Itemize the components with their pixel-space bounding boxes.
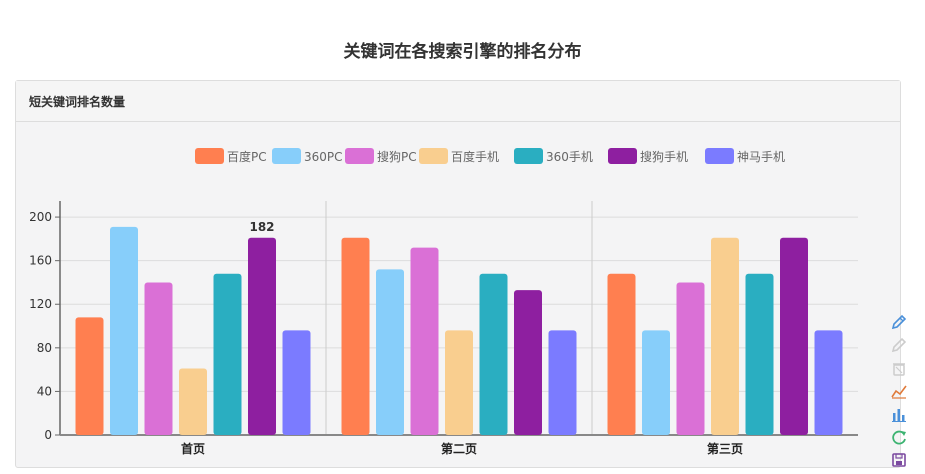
x-tick-label: 第三页 — [707, 441, 743, 456]
legend-swatch — [608, 148, 637, 164]
bar[interactable] — [376, 269, 404, 435]
save-image-icon[interactable] — [890, 451, 908, 469]
bar-chart-icon[interactable] — [890, 405, 908, 423]
y-tick-label: 80 — [37, 341, 52, 355]
data-label: 182 — [249, 220, 274, 234]
x-tick-label: 首页 — [181, 441, 205, 456]
y-tick-label: 0 — [44, 428, 52, 442]
legend-label: 360手机 — [546, 150, 593, 164]
legend-swatch — [419, 148, 448, 164]
y-tick-label: 120 — [29, 297, 52, 311]
legend-swatch — [272, 148, 301, 164]
bar[interactable] — [642, 330, 670, 435]
legend-swatch — [514, 148, 543, 164]
line-chart-icon[interactable] — [890, 382, 908, 400]
legend-item[interactable]: 百度手机 — [419, 148, 499, 164]
legend-label: 360PC — [304, 150, 343, 164]
bar[interactable] — [179, 368, 207, 435]
chart-panel: 短关键词排名数量 百度PC 360PC 搜狗PC 百度手机 360手机 搜狗手机 神马手机 0… — [15, 80, 907, 468]
y-tick-label: 40 — [37, 384, 52, 398]
bar[interactable] — [479, 273, 508, 435]
bar[interactable] — [514, 290, 542, 435]
legend-label: 搜狗PC — [377, 149, 417, 164]
restore-icon[interactable] — [890, 428, 908, 446]
legend-label: 神马手机 — [737, 150, 785, 164]
bar[interactable] — [745, 273, 774, 435]
bar[interactable] — [213, 273, 242, 435]
bar[interactable] — [607, 273, 636, 435]
legend-item[interactable]: 神马手机 — [705, 148, 785, 164]
legend-swatch — [195, 148, 224, 164]
panel-header: 短关键词排名数量 — [16, 81, 900, 122]
bar[interactable] — [445, 330, 473, 435]
bar[interactable] — [814, 330, 843, 435]
bar[interactable] — [282, 330, 311, 435]
bar[interactable] — [711, 237, 739, 435]
legend-item[interactable]: 360PC — [272, 148, 343, 164]
legend-label: 搜狗手机 — [640, 149, 688, 164]
bar[interactable] — [110, 226, 138, 435]
bar[interactable] — [75, 317, 104, 435]
legend-label: 百度手机 — [451, 149, 499, 164]
chart-toolbox — [890, 313, 910, 474]
mark-undo-icon[interactable] — [890, 336, 908, 354]
bar[interactable] — [341, 237, 370, 435]
mark-icon[interactable] — [890, 313, 908, 331]
bar[interactable] — [144, 282, 173, 435]
legend-swatch — [345, 148, 374, 164]
legend-item[interactable]: 百度PC — [195, 148, 267, 164]
x-tick-label: 第二页 — [441, 441, 477, 456]
legend-item[interactable]: 360手机 — [514, 148, 593, 164]
bar[interactable] — [780, 237, 808, 435]
page-title: 关键词在各搜索引擎的排名分布 — [343, 42, 582, 62]
bar-chart: 百度PC 360PC 搜狗PC 百度手机 360手机 搜狗手机 神马手机 0 40 80 120 16… — [29, 148, 858, 456]
y-tick-label: 200 — [29, 210, 52, 224]
legend-item[interactable]: 搜狗手机 — [608, 148, 688, 164]
legend-label: 百度PC — [227, 149, 267, 164]
y-tick-label: 160 — [29, 254, 52, 268]
panel-title: 短关键词排名数量 — [29, 95, 126, 109]
mark-clear-icon[interactable] — [890, 359, 908, 377]
bar[interactable] — [548, 330, 577, 435]
legend-swatch — [705, 148, 734, 164]
bar[interactable] — [248, 237, 276, 435]
legend-item[interactable]: 搜狗PC — [345, 148, 417, 164]
bar[interactable] — [676, 282, 705, 435]
bar[interactable] — [410, 247, 439, 435]
